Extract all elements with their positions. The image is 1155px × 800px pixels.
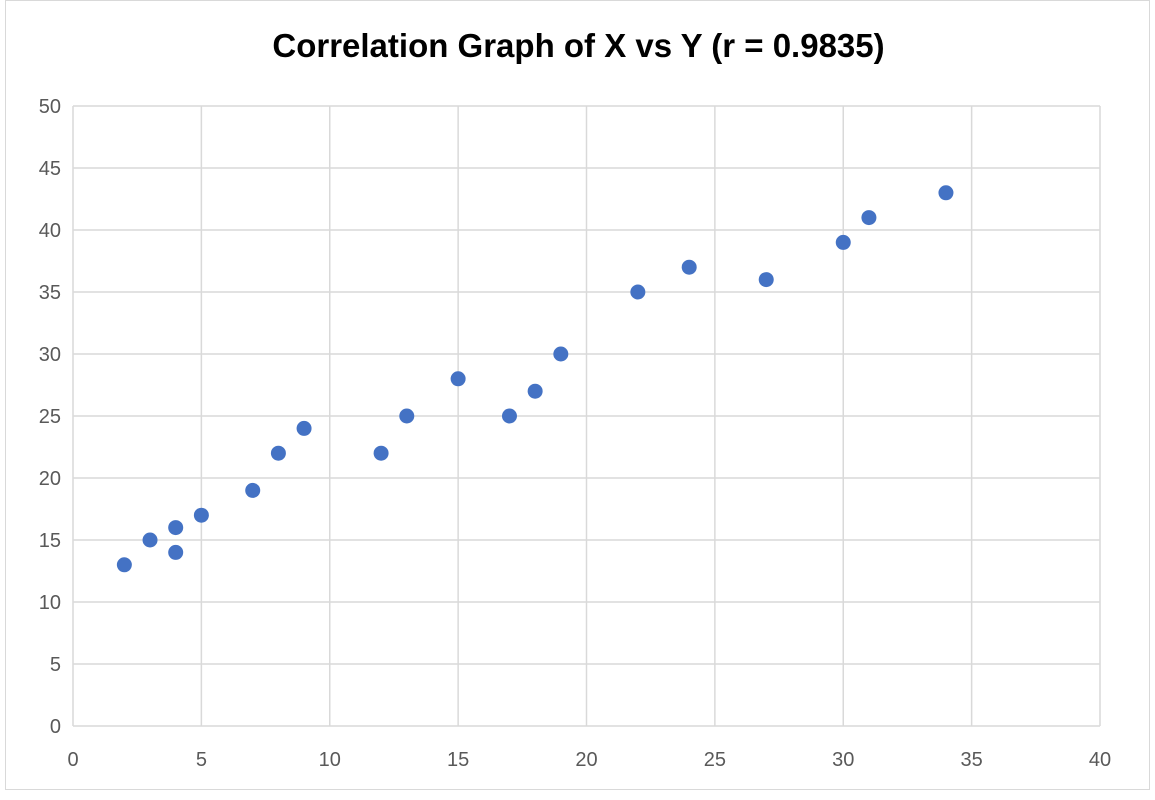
y-tick-label: 15: [39, 530, 61, 552]
data-point: [116, 557, 132, 573]
data-point: [399, 408, 415, 424]
data-point: [450, 371, 466, 387]
data-point: [142, 532, 158, 548]
scatter-plot: 0 5 10 15 20 25 30 35 40 45 50 0 5 10 15 20 25 30 35 40: [39, 96, 1111, 771]
data-point: [527, 383, 543, 399]
y-tick-label: 30: [39, 344, 61, 366]
chart-area[interactable]: Correlation Graph of X vs Y (r = 0.9835)…: [5, 0, 1150, 790]
y-tick-label: 20: [39, 468, 61, 490]
data-point: [168, 520, 184, 536]
x-tick-label: 40: [1089, 749, 1111, 771]
data-point: [938, 185, 954, 201]
data-point: [501, 408, 517, 424]
data-point: [373, 445, 389, 461]
y-tick-label: 40: [39, 220, 61, 242]
y-tick-label: 10: [39, 592, 61, 614]
data-point: [168, 544, 184, 560]
x-tick-label: 0: [67, 749, 78, 771]
x-tick-label: 30: [832, 749, 854, 771]
x-tick-label: 25: [704, 749, 726, 771]
x-tick-label: 35: [961, 749, 983, 771]
data-point: [553, 346, 569, 362]
y-tick-label: 45: [39, 158, 61, 180]
data-point: [193, 507, 209, 523]
data-point: [296, 420, 312, 436]
chart-title: Correlation Graph of X vs Y (r = 0.9835): [272, 27, 885, 64]
y-tick-label: 50: [39, 96, 61, 118]
x-tick-label: 20: [575, 749, 597, 771]
data-point: [630, 284, 646, 300]
y-tick-label: 5: [50, 654, 61, 676]
data-point: [835, 234, 851, 250]
x-tick-label: 10: [319, 749, 341, 771]
data-point: [758, 272, 774, 288]
x-tick-label: 5: [196, 749, 207, 771]
y-tick-label: 25: [39, 406, 61, 428]
data-point: [861, 210, 877, 226]
data-point: [270, 445, 286, 461]
data-point: [245, 482, 261, 498]
data-point: [681, 259, 697, 275]
y-tick-label: 0: [50, 716, 61, 738]
y-tick-label: 35: [39, 282, 61, 304]
x-tick-label: 15: [447, 749, 469, 771]
